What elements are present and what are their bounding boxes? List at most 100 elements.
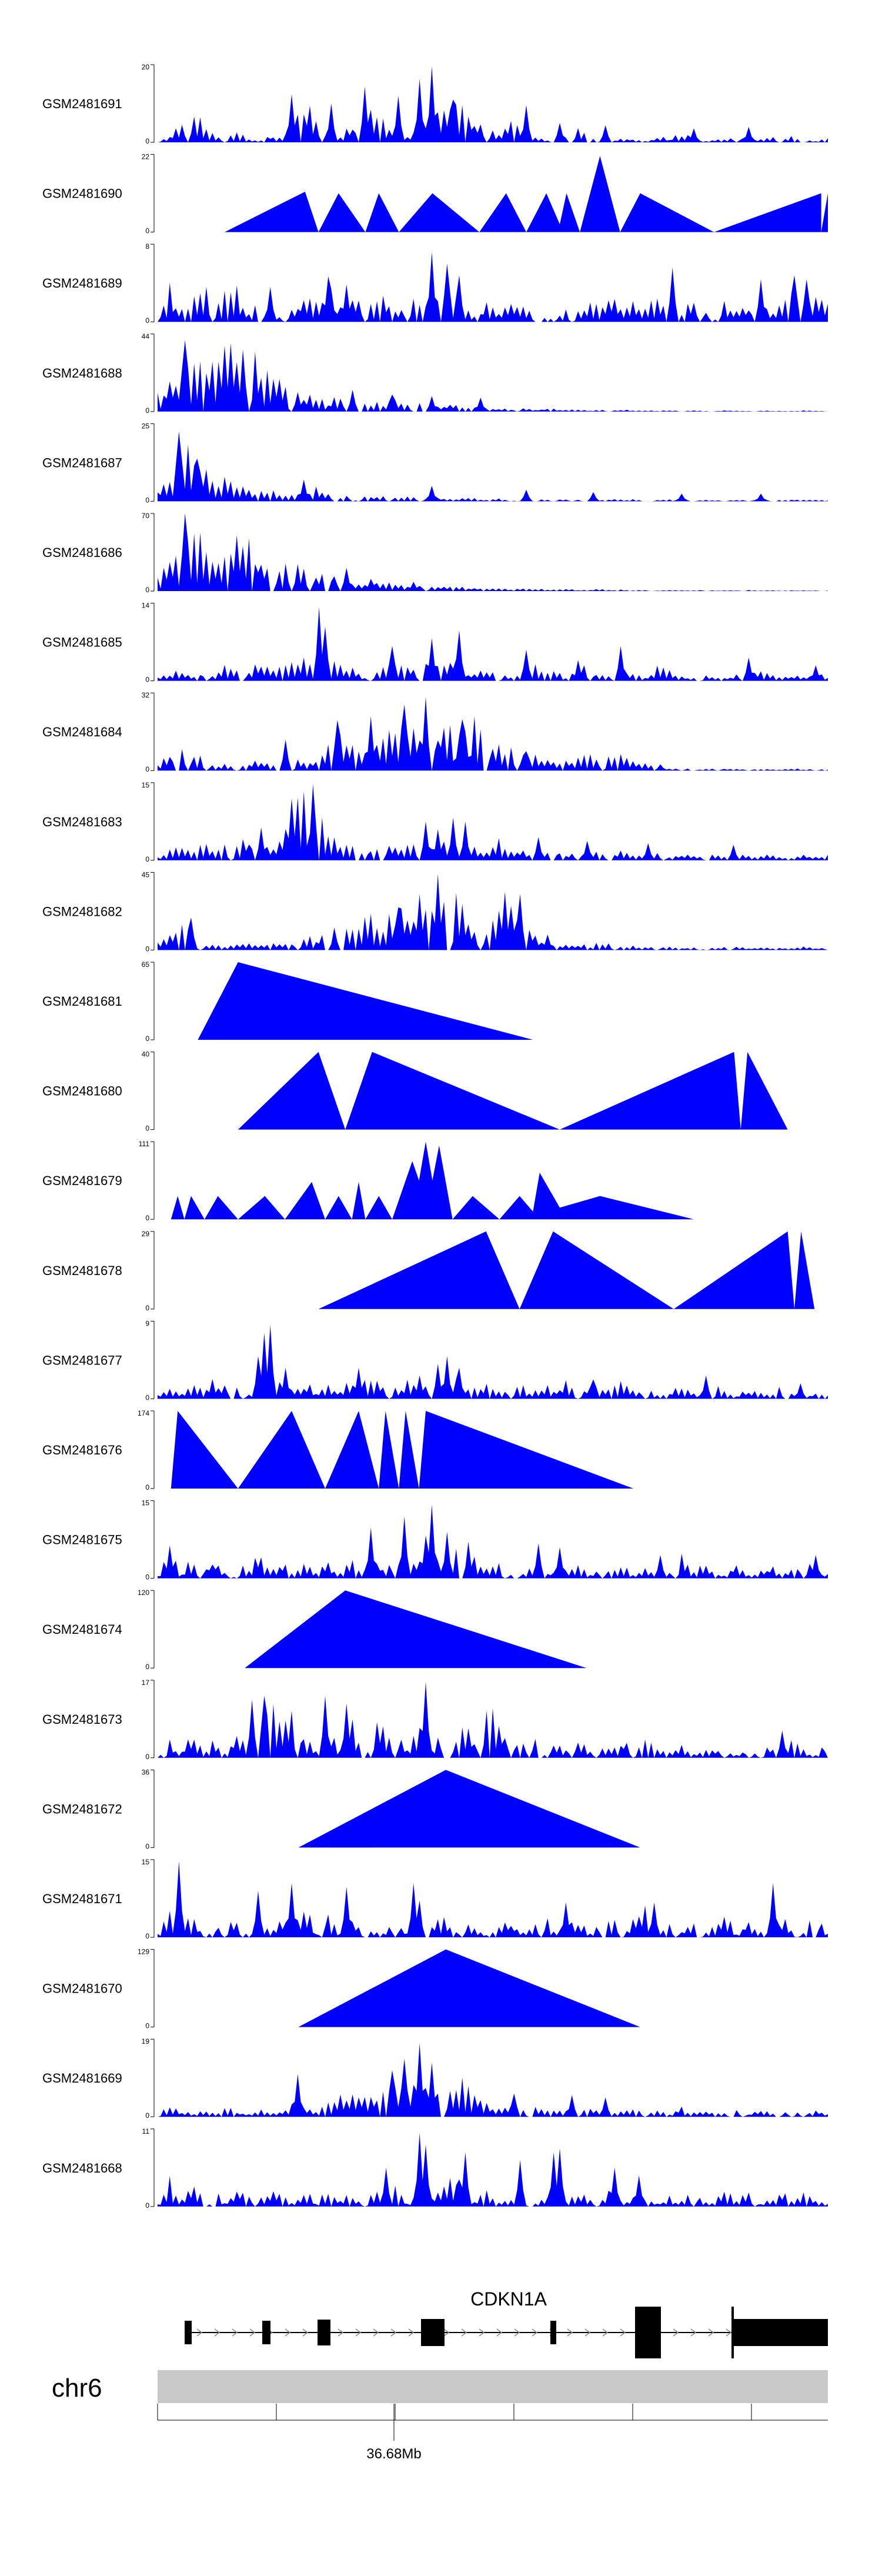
track-ymax-label: 36 <box>142 1768 150 1776</box>
track-GSM2481687: GSM2481687 25 0 <box>42 422 828 504</box>
track-ymin-label: 0 <box>145 586 149 594</box>
chromosome-axis: chr6 36.68Mb <box>52 2370 828 2462</box>
track-GSM2481681: GSM2481681 65 0 <box>42 960 533 1043</box>
strand-arrow-icon <box>708 2328 714 2337</box>
coverage-area <box>158 696 828 771</box>
strand-arrow-icon <box>338 2328 344 2337</box>
strand-arrow-icon <box>373 2328 379 2337</box>
track-GSM2481671: GSM2481671 15 0 <box>42 1858 828 1940</box>
track-label: GSM2481685 <box>42 635 122 650</box>
track-ymax-label: 17 <box>142 1679 150 1687</box>
coverage-area <box>298 1949 640 2027</box>
strand-arrow-icon <box>567 2328 573 2337</box>
genomic-position-tick-label: 36.68Mb <box>366 2446 421 2462</box>
track-ymin-label: 0 <box>145 1393 149 1402</box>
track-GSM2481690: GSM2481690 22 0 <box>42 153 828 235</box>
track-label: GSM2481690 <box>42 186 122 201</box>
track-ymax-label: 120 <box>138 1589 149 1597</box>
track-GSM2481688: GSM2481688 44 0 <box>42 332 828 415</box>
track-ymax-label: 44 <box>142 332 150 341</box>
track-ymin-label: 0 <box>145 1932 149 1940</box>
track-label: GSM2481689 <box>42 276 122 291</box>
coverage-area <box>158 252 828 322</box>
strand-arrow-icon <box>584 2328 591 2337</box>
gene-exon <box>635 2307 661 2358</box>
track-GSM2481689: GSM2481689 8 0 <box>42 242 828 325</box>
gene-exon <box>550 2321 556 2344</box>
track-ymin-label: 0 <box>145 1214 149 1222</box>
track-GSM2481675: GSM2481675 15 0 <box>42 1499 828 1581</box>
track-ymax-label: 14 <box>142 602 150 610</box>
coverage-area <box>238 1052 788 1130</box>
track-ymax-label: 32 <box>142 691 150 699</box>
track-ymax-label: 11 <box>142 2127 150 2135</box>
track-ymax-label: 111 <box>139 1140 150 1148</box>
track-ymin-label: 0 <box>145 2022 149 2030</box>
track-ymax-label: 8 <box>145 242 149 251</box>
track-GSM2481685: GSM2481685 14 0 <box>42 602 828 684</box>
track-ymin-label: 0 <box>145 1483 149 1491</box>
track-label: GSM2481688 <box>42 366 122 381</box>
gene-tss-marker <box>731 2307 734 2358</box>
strand-arrow-icon <box>620 2328 626 2337</box>
track-label: GSM2481691 <box>42 96 122 111</box>
track-ymin-label: 0 <box>145 676 149 684</box>
strand-arrow-icon <box>602 2328 609 2337</box>
strand-arrow-icon <box>285 2328 291 2337</box>
track-ymax-label: 25 <box>142 422 150 430</box>
gene-name-label: CDKN1A <box>470 2288 547 2310</box>
track-ymin-label: 0 <box>145 227 149 235</box>
track-ymax-label: 70 <box>142 512 150 520</box>
coverage-area <box>158 2043 828 2117</box>
coverage-area <box>158 66 828 142</box>
track-ymax-label: 45 <box>142 870 150 879</box>
track-ymax-label: 40 <box>142 1050 150 1059</box>
track-GSM2481684: GSM2481684 32 0 <box>42 691 828 773</box>
coverage-area <box>158 513 828 591</box>
track-GSM2481673: GSM2481673 17 0 <box>42 1679 828 1761</box>
coverage-area <box>225 156 828 232</box>
gene-exon <box>731 2319 828 2346</box>
strand-arrow-icon <box>514 2328 520 2337</box>
strand-arrow-icon <box>673 2328 679 2337</box>
strand-arrow-icon <box>355 2328 362 2337</box>
track-ymax-label: 22 <box>142 153 150 161</box>
coverage-area <box>298 1770 640 1848</box>
track-GSM2481682: GSM2481682 45 0 <box>42 870 828 953</box>
track-ymin-label: 0 <box>145 1573 149 1581</box>
track-label: GSM2481672 <box>42 1801 122 1816</box>
track-label: GSM2481681 <box>42 994 122 1009</box>
track-ymin-label: 0 <box>145 496 149 504</box>
track-ymax-label: 129 <box>138 1948 149 1956</box>
track-GSM2481669: GSM2481669 19 0 <box>42 2037 828 2120</box>
coverage-tracks: GSM2481691200GSM2481690220GSM248168980GS… <box>42 63 828 2210</box>
strand-arrow-icon <box>232 2328 238 2337</box>
track-label: GSM2481675 <box>42 1533 122 1547</box>
strand-arrow-icon <box>390 2328 397 2337</box>
track-label: GSM2481686 <box>42 545 122 560</box>
track-ymin-label: 0 <box>145 945 149 953</box>
strand-arrow-icon <box>461 2328 467 2337</box>
coverage-area <box>198 962 533 1040</box>
chromosome-bar <box>158 2370 828 2403</box>
track-label: GSM2481684 <box>42 725 122 739</box>
track-GSM2481678: GSM2481678 29 0 <box>42 1230 815 1312</box>
strand-arrow-icon <box>496 2328 503 2337</box>
strand-arrow-icon <box>726 2328 732 2337</box>
track-GSM2481677: GSM2481677 9 0 <box>42 1319 828 1402</box>
coverage-area <box>158 607 828 681</box>
track-GSM2481676: GSM2481676 174 0 <box>42 1409 634 1491</box>
strand-arrow-icon <box>532 2328 538 2337</box>
track-ymax-label: 9 <box>145 1319 149 1327</box>
track-ymax-label: 174 <box>138 1409 149 1417</box>
track-ymax-label: 20 <box>142 63 150 71</box>
coverage-area <box>158 431 828 502</box>
chromosome-label: chr6 <box>52 2374 102 2403</box>
track-label: GSM2481682 <box>42 904 122 919</box>
track-GSM2481683: GSM2481683 15 0 <box>42 781 828 863</box>
track-label: GSM2481670 <box>42 1981 122 1996</box>
coverage-area <box>158 1861 828 1937</box>
track-ymax-label: 15 <box>142 1499 150 1507</box>
coverage-area <box>171 1411 634 1489</box>
